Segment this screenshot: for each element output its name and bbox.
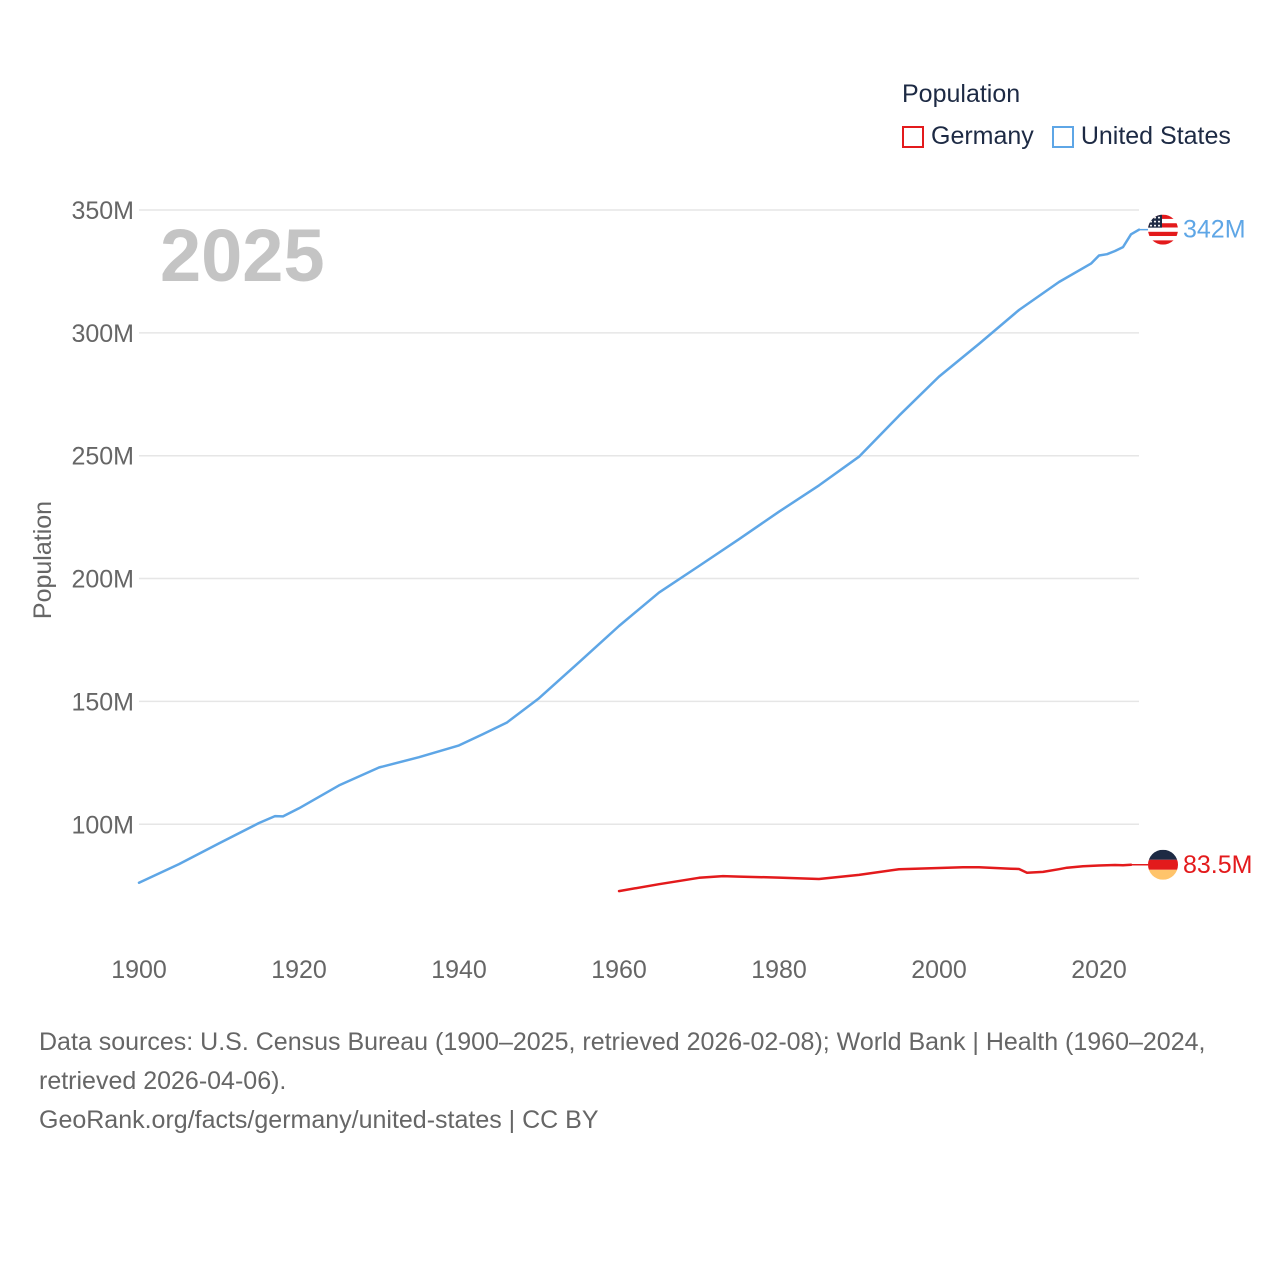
x-tick-label: 1900 <box>111 956 167 984</box>
y-tick-label: 200M <box>71 566 134 594</box>
year-label: 2025 <box>160 214 325 297</box>
y-axis-label: Population <box>29 501 57 619</box>
end-value-label: 342M <box>1183 216 1246 244</box>
x-tick-label: 2020 <box>1071 956 1127 984</box>
data-sources: Data sources: U.S. Census Bureau (1900–2… <box>39 1028 1206 1095</box>
legend-item-germany[interactable]: Germany <box>902 122 1034 151</box>
legend-swatch-united-states <box>1051 125 1074 148</box>
x-tick-label: 1920 <box>271 956 327 984</box>
attribution-link[interactable]: GeoRank.org/facts/germany/united-states … <box>39 1106 599 1134</box>
y-tick-label: 100M <box>71 811 134 839</box>
legend: Germany United States <box>902 122 1249 151</box>
series-lines <box>137 228 1141 893</box>
x-tick-label: 1940 <box>431 956 487 984</box>
x-tick-label: 2000 <box>911 956 967 984</box>
y-tick-label: 350M <box>71 197 134 225</box>
legend-swatch-germany <box>902 125 924 148</box>
series-line-united-states[interactable] <box>137 228 1141 884</box>
legend-label-united-states: United States <box>1080 122 1231 150</box>
legend-item-united-states[interactable]: United States <box>1051 122 1231 151</box>
legend-title: Population <box>902 80 1021 108</box>
y-tick-label: 150M <box>71 688 134 716</box>
end-value-label: 83.5M <box>1183 851 1252 879</box>
us-flag-icon <box>1148 214 1178 245</box>
x-axis-ticks: 1900 1920 1940 1960 1980 2000 2020 <box>111 956 1127 984</box>
legend-label-germany: Germany <box>931 122 1034 150</box>
y-tick-label: 250M <box>71 443 134 471</box>
x-tick-label: 1960 <box>591 956 647 984</box>
germany-flag-icon <box>1148 849 1178 880</box>
x-tick-label: 1980 <box>751 956 807 984</box>
series-line-germany[interactable] <box>617 863 1133 893</box>
y-tick-label: 300M <box>71 320 134 348</box>
y-axis-ticks: 100M 150M 200M 250M 300M 350M <box>71 197 134 839</box>
series-end-markers: 342M 83.5M <box>1131 214 1252 880</box>
gridlines <box>139 209 1139 825</box>
